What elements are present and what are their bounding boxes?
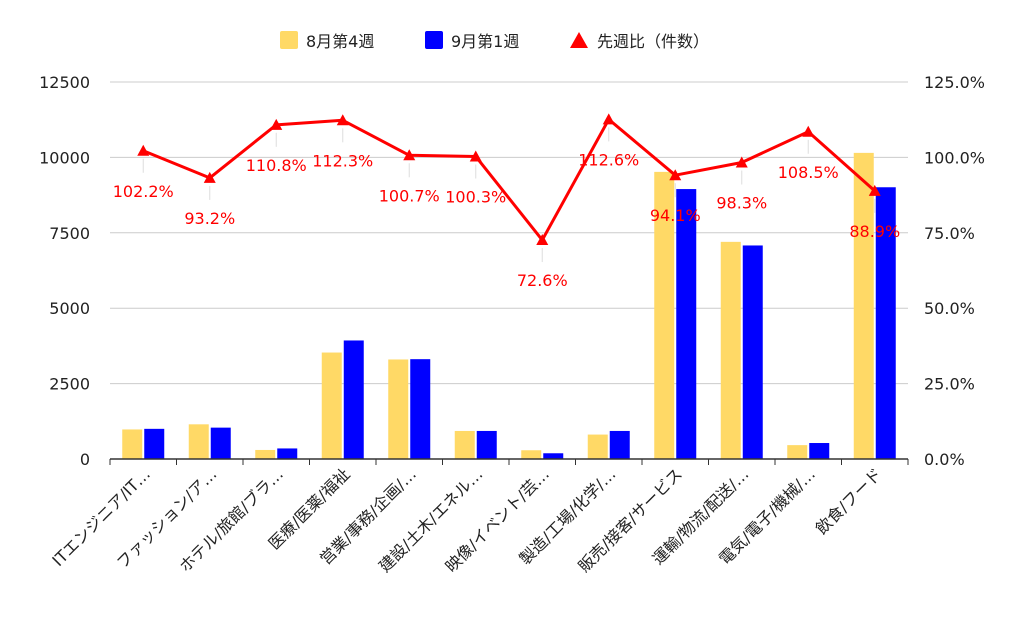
ratio-point-marker [469,150,482,162]
y-right-tick-label: 0.0% [924,450,965,469]
ratio-data-label: 100.7% [379,186,440,205]
bar-series1 [188,424,209,459]
ratio-point-marker [735,156,748,168]
ratio-point-marker [270,118,283,130]
ratio-point-marker [137,144,150,156]
y-axis-left: 0 2500 5000 7500 10000 12500 [39,73,90,469]
ratio-point-marker [802,125,815,137]
y-right-tick-label: 75.0% [924,224,975,243]
bar-series1 [122,429,143,459]
y-right-tick-label: 100.0% [924,148,985,167]
ratio-data-label: 112.6% [578,150,639,169]
bar-series2 [809,443,830,459]
bar-series2 [410,359,431,459]
legend-label-series2: 9月第1週 [451,32,519,51]
ratio-data-label: 100.3% [445,187,506,206]
bar-series2 [144,428,165,459]
bar-series [122,152,896,459]
ratio-data-label: 98.3% [716,194,767,213]
bar-series2 [609,430,630,459]
ratio-data-label: 93.2% [184,209,235,228]
gridlines [110,81,908,385]
bar-series1 [388,359,409,459]
bar-series2 [277,448,298,459]
y-left-tick-label: 7500 [49,224,90,243]
y-axis-right: 0.0% 25.0% 50.0% 75.0% 100.0% 125.0% [924,73,985,469]
ratio-point-marker [868,184,881,196]
y-left-tick-label: 2500 [49,375,90,394]
bar-series2 [742,245,763,459]
y-right-tick-label: 125.0% [924,73,985,92]
ratio-data-label: 102.2% [113,182,174,201]
ratio-point-marker [403,149,416,161]
bar-series2 [676,189,697,459]
legend-swatch-series2 [425,31,443,49]
legend-marker-series3 [570,32,588,48]
bar-series1 [454,430,475,459]
bar-series1 [321,352,342,459]
bar-series1 [654,171,675,459]
legend: 8月第4週 9月第1週 先週比（件数） [280,31,709,51]
y-right-tick-label: 25.0% [924,375,975,394]
x-axis: ITエンジニア/IT…ファッション/ア…ホテル/旅館/ブラ…医療/医薬/福祉営業… [48,458,909,576]
y-left-tick-label: 10000 [39,148,90,167]
ratio-point-marker [203,171,216,183]
ratio-line [142,117,876,242]
ratio-point-marker [669,169,682,181]
legend-label-series3: 先週比（件数） [597,32,709,51]
bar-series2 [543,453,564,459]
bar-series1 [255,449,276,459]
legend-swatch-series1 [280,31,298,49]
bar-series2 [875,187,896,459]
bar-series1 [720,241,741,459]
ratio-line-series [137,113,881,246]
ratio-data-label: 72.6% [517,271,568,290]
ratio-data-label: 88.9% [849,222,900,241]
y-left-tick-label: 0 [80,450,90,469]
ratio-data-labels: 102.2% 93.2% 110.8% 112.3% 100.7% 100.3% 72.6%… [113,127,900,290]
bar-series2 [476,430,497,459]
ratio-point-marker [536,234,549,246]
ratio-data-label: 110.8% [246,156,307,175]
y-left-tick-label: 12500 [39,73,90,92]
ratio-data-label: 108.5% [778,163,839,182]
ratio-data-label: 94.1% [650,206,701,225]
category-label: 飲食/フード [812,464,886,538]
ratio-point-marker [336,114,349,126]
bar-series2 [343,340,364,459]
bar-series1 [521,450,542,459]
y-right-tick-label: 50.0% [924,299,975,318]
y-left-tick-label: 5000 [49,299,90,318]
legend-label-series1: 8月第4週 [306,32,374,51]
ratio-point-marker [602,113,615,125]
bar-series1 [853,152,874,459]
ratio-data-label: 112.3% [312,151,373,170]
bar-series2 [210,427,231,459]
bar-series1 [587,434,608,459]
bar-series1 [787,445,808,459]
